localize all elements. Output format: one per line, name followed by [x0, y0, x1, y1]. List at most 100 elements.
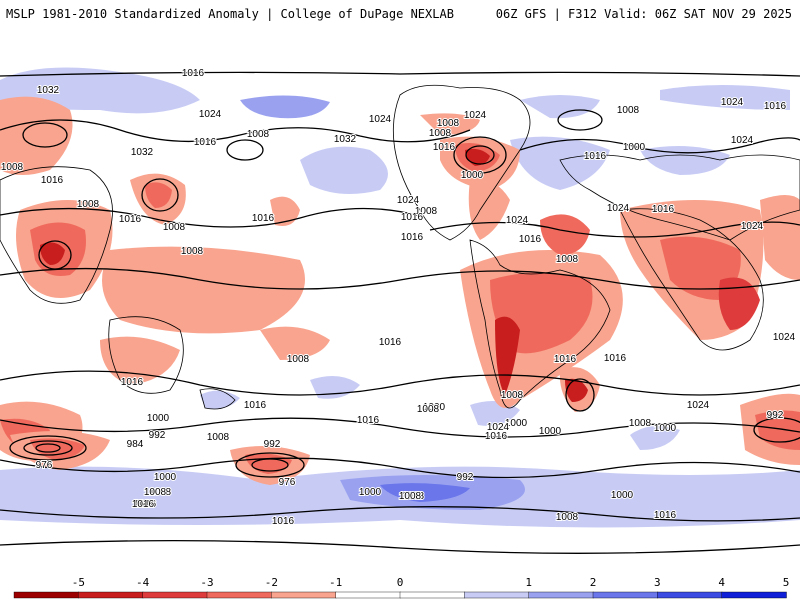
anomaly-map: 1016 1032 1024 1008 1016 1024 1032 1008 1008 1016… [0, 40, 800, 581]
contour-label: 1008 [556, 512, 579, 523]
colorbar-bin [13, 591, 80, 599]
contour-label: 1000 [623, 142, 646, 153]
contour-label: 1032 [37, 85, 60, 96]
contour-label: 1016 [401, 232, 424, 243]
contour-label: 1000 [611, 490, 634, 501]
contour-label: 1008 [77, 199, 100, 210]
colorbar-tick-label: 3 [654, 576, 661, 589]
contour-label: 984 [127, 439, 144, 450]
colorbar-tick-label: -2 [264, 576, 278, 589]
contour-label: 1016 [119, 214, 142, 225]
colorbar-bin [721, 591, 787, 599]
contour-label: 1008 [429, 128, 452, 139]
contour-label: 1008 [207, 432, 230, 443]
colorbar-bin [78, 591, 144, 599]
contour-label: 1008 [417, 404, 440, 415]
contour-label: 1000 [147, 413, 170, 424]
contour-label: 1008 [149, 487, 172, 498]
colorbar-tick-label: 5 [782, 576, 790, 589]
contour-label: 1024 [464, 110, 487, 121]
contour-label: 1024 [721, 97, 744, 108]
contour-label: 1008 [437, 118, 460, 129]
contour-label: 1016 [272, 516, 295, 527]
contour-label: 1000 [539, 426, 562, 437]
contour-labels: 1016103210241008101610241032100810081016… [0, 67, 797, 528]
colorbar-bin [335, 591, 401, 599]
colorbar-tick-label: -5 [71, 576, 85, 589]
colorbar-bin [592, 591, 659, 599]
contour-label: 1008 [181, 246, 204, 257]
colorbar-tick-label: -4 [136, 576, 150, 589]
contour-label: 1024 [506, 215, 529, 226]
colorbar-bin [206, 591, 273, 599]
contour-label: 976 [36, 460, 53, 471]
colorbar [13, 591, 787, 599]
contour-label: 1016 [584, 151, 607, 162]
coastlines [0, 84, 800, 410]
contour-label: 1016 [132, 499, 155, 510]
colorbar-bin [528, 591, 594, 599]
contour-label: 1008 [402, 491, 425, 502]
contour-label: 1024 [607, 203, 630, 214]
contour-label: 1024 [397, 195, 420, 206]
colorbar-tick-label: -1 [329, 576, 343, 589]
colorbar-tick-label: 4 [718, 576, 725, 589]
contour-label: 1024 [199, 109, 222, 120]
contour-label: 1016 [654, 510, 677, 521]
contour-label: 1008 [617, 105, 640, 116]
colorbar-bin [399, 591, 466, 599]
contour-label: 1008 [1, 162, 24, 173]
contour-label: 1016 [121, 377, 144, 388]
colorbar-bin [657, 591, 723, 599]
contour-label: 1016 [182, 68, 205, 79]
map-title: MSLP 1981-2010 Standardized Anomaly | Co… [6, 7, 454, 21]
positive-anomaly-shading [0, 67, 800, 528]
colorbar-bin [142, 591, 208, 599]
model-run-info: 06Z GFS | F312 Valid: 06Z SAT NOV 29 202… [495, 7, 792, 21]
contour-label: 1024 [687, 400, 710, 411]
contour-label: 1008 [399, 491, 422, 502]
contour-label: 1000 [154, 472, 177, 483]
contour-label: 1008 [163, 222, 186, 233]
contour-label: 992 [264, 439, 281, 450]
contour-label: 992 [767, 410, 784, 421]
contour-label: 1000 [359, 487, 382, 498]
contour-label: 1000 [461, 170, 484, 181]
contour-label: 1032 [131, 147, 154, 158]
colorbar-tick-label: 2 [589, 576, 597, 589]
colorbar-tick-label: -3 [200, 576, 214, 589]
contour-label: 1016 [194, 137, 217, 148]
contour-label: 1032 [334, 134, 357, 145]
colorbar-bin [271, 591, 337, 599]
contour-label: 1016 [244, 400, 267, 411]
isobars [0, 71, 800, 554]
header-bar: MSLP 1981-2010 Standardized Anomaly | Co… [0, 0, 800, 30]
contour-label: 1008 [287, 354, 310, 365]
contour-label: 1008 [247, 129, 270, 140]
contour-label: 1016 [519, 234, 542, 245]
contour-label: 1016 [554, 354, 577, 365]
contour-label: 976 [279, 477, 296, 488]
contour-label: 1000 [423, 402, 446, 413]
contour-label: 1016 [485, 431, 508, 442]
colorbar-tick-label: 1 [525, 576, 532, 589]
contour-label: 1008 [556, 254, 579, 265]
contour-label: 1016 [764, 101, 787, 112]
contour-label: 1016 [357, 415, 380, 426]
contour-label: 1024 [487, 422, 510, 433]
contour-label: 1016 [379, 337, 402, 348]
colorbar-tick-label: 0 [396, 576, 404, 589]
contour-label: 1008 [501, 390, 524, 401]
contour-label: 992 [457, 472, 474, 483]
contour-label: 1016 [134, 499, 157, 510]
contour-label: 1000 [505, 418, 528, 429]
contour-label: 1024 [741, 221, 764, 232]
contour-label: 1000 [654, 423, 677, 434]
contour-label: 1008 [144, 487, 167, 498]
contour-label: 1016 [41, 175, 64, 186]
contour-label: 1016 [401, 212, 424, 223]
contour-label: 1016 [604, 353, 627, 364]
contour-label: 1024 [731, 135, 754, 146]
contour-label: 1016 [652, 204, 675, 215]
contour-label: 1008 [415, 206, 438, 217]
